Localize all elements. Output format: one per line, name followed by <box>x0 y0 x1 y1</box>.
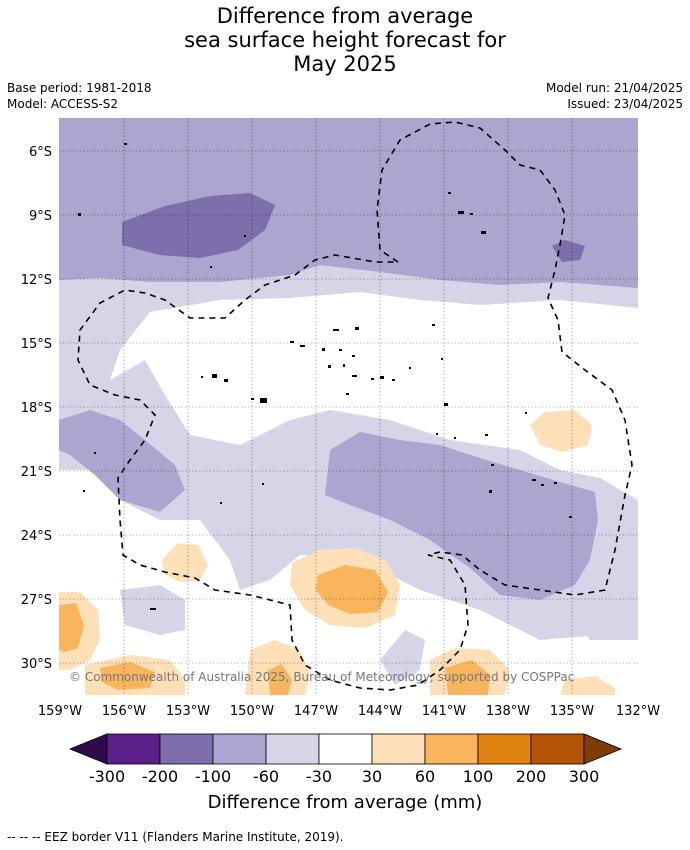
colorbar-tick: 200 <box>516 767 547 786</box>
lat-label: 9°S <box>29 209 52 224</box>
colorbar-segment <box>212 733 267 765</box>
lon-label: 150°W <box>230 704 274 719</box>
lon-label: 153°W <box>166 704 210 719</box>
contour-orange-4 <box>268 664 292 695</box>
colorbar-tick: 60 <box>415 767 435 786</box>
colorbar-segment <box>424 733 479 765</box>
lat-label: 12°S <box>21 273 52 288</box>
map-fill: © Commonwealth of Australia 2025, Bureau… <box>59 118 638 695</box>
lon-label: 147°W <box>294 704 338 719</box>
lon-label: 135°W <box>550 704 594 719</box>
contour-orange-3 <box>100 662 155 690</box>
title-line-2: sea surface height forecast for <box>184 28 506 52</box>
meta-right: Model run: 21/04/2025 Issued: 23/04/2025 <box>546 80 683 112</box>
model-run: Model run: 21/04/2025 <box>545 81 683 95</box>
contour-light-lavender-east <box>560 600 638 640</box>
lat-label: 6°S <box>29 145 52 160</box>
map-title: Difference from average sea surface heig… <box>0 4 690 76</box>
lat-label: 15°S <box>21 337 52 352</box>
colorbar-label: Difference from average (mm) <box>207 792 483 813</box>
title-line-1: Difference from average <box>216 4 474 28</box>
eez-footnote: -- -- -- EEZ border V11 (Flanders Marine… <box>7 830 344 844</box>
copyright-text: © Commonwealth of Australia 2025, Bureau… <box>69 670 574 684</box>
contour-light-lavender-south <box>380 630 425 685</box>
lon-label: 156°W <box>102 704 146 719</box>
colorbar-tick: 300 <box>569 767 600 786</box>
contour-orange-2 <box>59 603 84 652</box>
contour-orange-1 <box>316 565 388 614</box>
lat-labels: 6°S 9°S 12°S 15°S 18°S 21°S 24°S 27°S 30… <box>21 145 52 672</box>
lon-label: 132°W <box>616 704 660 719</box>
contour-light-orange-3 <box>530 410 592 452</box>
title-line-3: May 2025 <box>293 52 397 76</box>
colorbar-tick: 100 <box>463 767 494 786</box>
lat-label: 18°S <box>21 401 52 416</box>
colorbar-segment <box>265 733 320 765</box>
colorbar-under-arrow <box>68 733 108 765</box>
issued-date: Issued: 23/04/2025 <box>567 97 683 111</box>
lon-labels: 159°W 156°W 153°W 150°W 147°W 144°W 141°… <box>38 704 660 719</box>
colorbar-tick: 30 <box>362 767 382 786</box>
contour-light-orange-8 <box>560 676 615 695</box>
contour-light-orange-2 <box>162 543 208 582</box>
lat-label: 21°S <box>21 465 52 480</box>
lon-label: 159°W <box>38 704 82 719</box>
contour-purple-north <box>122 193 275 258</box>
lat-label: 30°S <box>21 657 52 672</box>
colorbar-segment <box>106 733 161 765</box>
lat-label: 27°S <box>21 593 52 608</box>
graticule <box>59 118 638 695</box>
colorbar-segment <box>530 733 585 765</box>
colorbar-segment <box>159 733 214 765</box>
islands <box>78 143 572 610</box>
lon-label: 138°W <box>486 704 530 719</box>
colorbar-tick: -300 <box>89 767 125 786</box>
meta-left: Base period: 1981-2018 Model: ACCESS-S2 <box>7 80 152 112</box>
contour-lavender-central <box>325 432 598 600</box>
lon-label: 141°W <box>422 704 466 719</box>
base-period: Base period: 1981-2018 <box>7 81 152 95</box>
colorbar-segment <box>318 733 373 765</box>
anomaly-map: © Commonwealth of Australia 2025, Bureau… <box>21 118 660 786</box>
eez-border <box>77 121 633 691</box>
colorbar-over-arrow <box>583 733 623 765</box>
colorbar-tick: -200 <box>142 767 178 786</box>
colorbar-tick: -30 <box>306 767 332 786</box>
contour-orange-5 <box>445 660 490 695</box>
model-name: Model: ACCESS-S2 <box>7 97 119 111</box>
colorbar-tick: -100 <box>195 767 231 786</box>
contour-lavender-north <box>59 118 638 288</box>
colorbar-segment <box>371 733 426 765</box>
contour-lavender-west <box>59 410 185 512</box>
colorbar-segment <box>477 733 532 765</box>
colorbar: -300 -200 -100 -60 -30 30 60 100 200 300 <box>68 733 623 786</box>
lat-label: 24°S <box>21 529 52 544</box>
lon-label: 144°W <box>358 704 402 719</box>
colorbar-tick: -60 <box>253 767 279 786</box>
